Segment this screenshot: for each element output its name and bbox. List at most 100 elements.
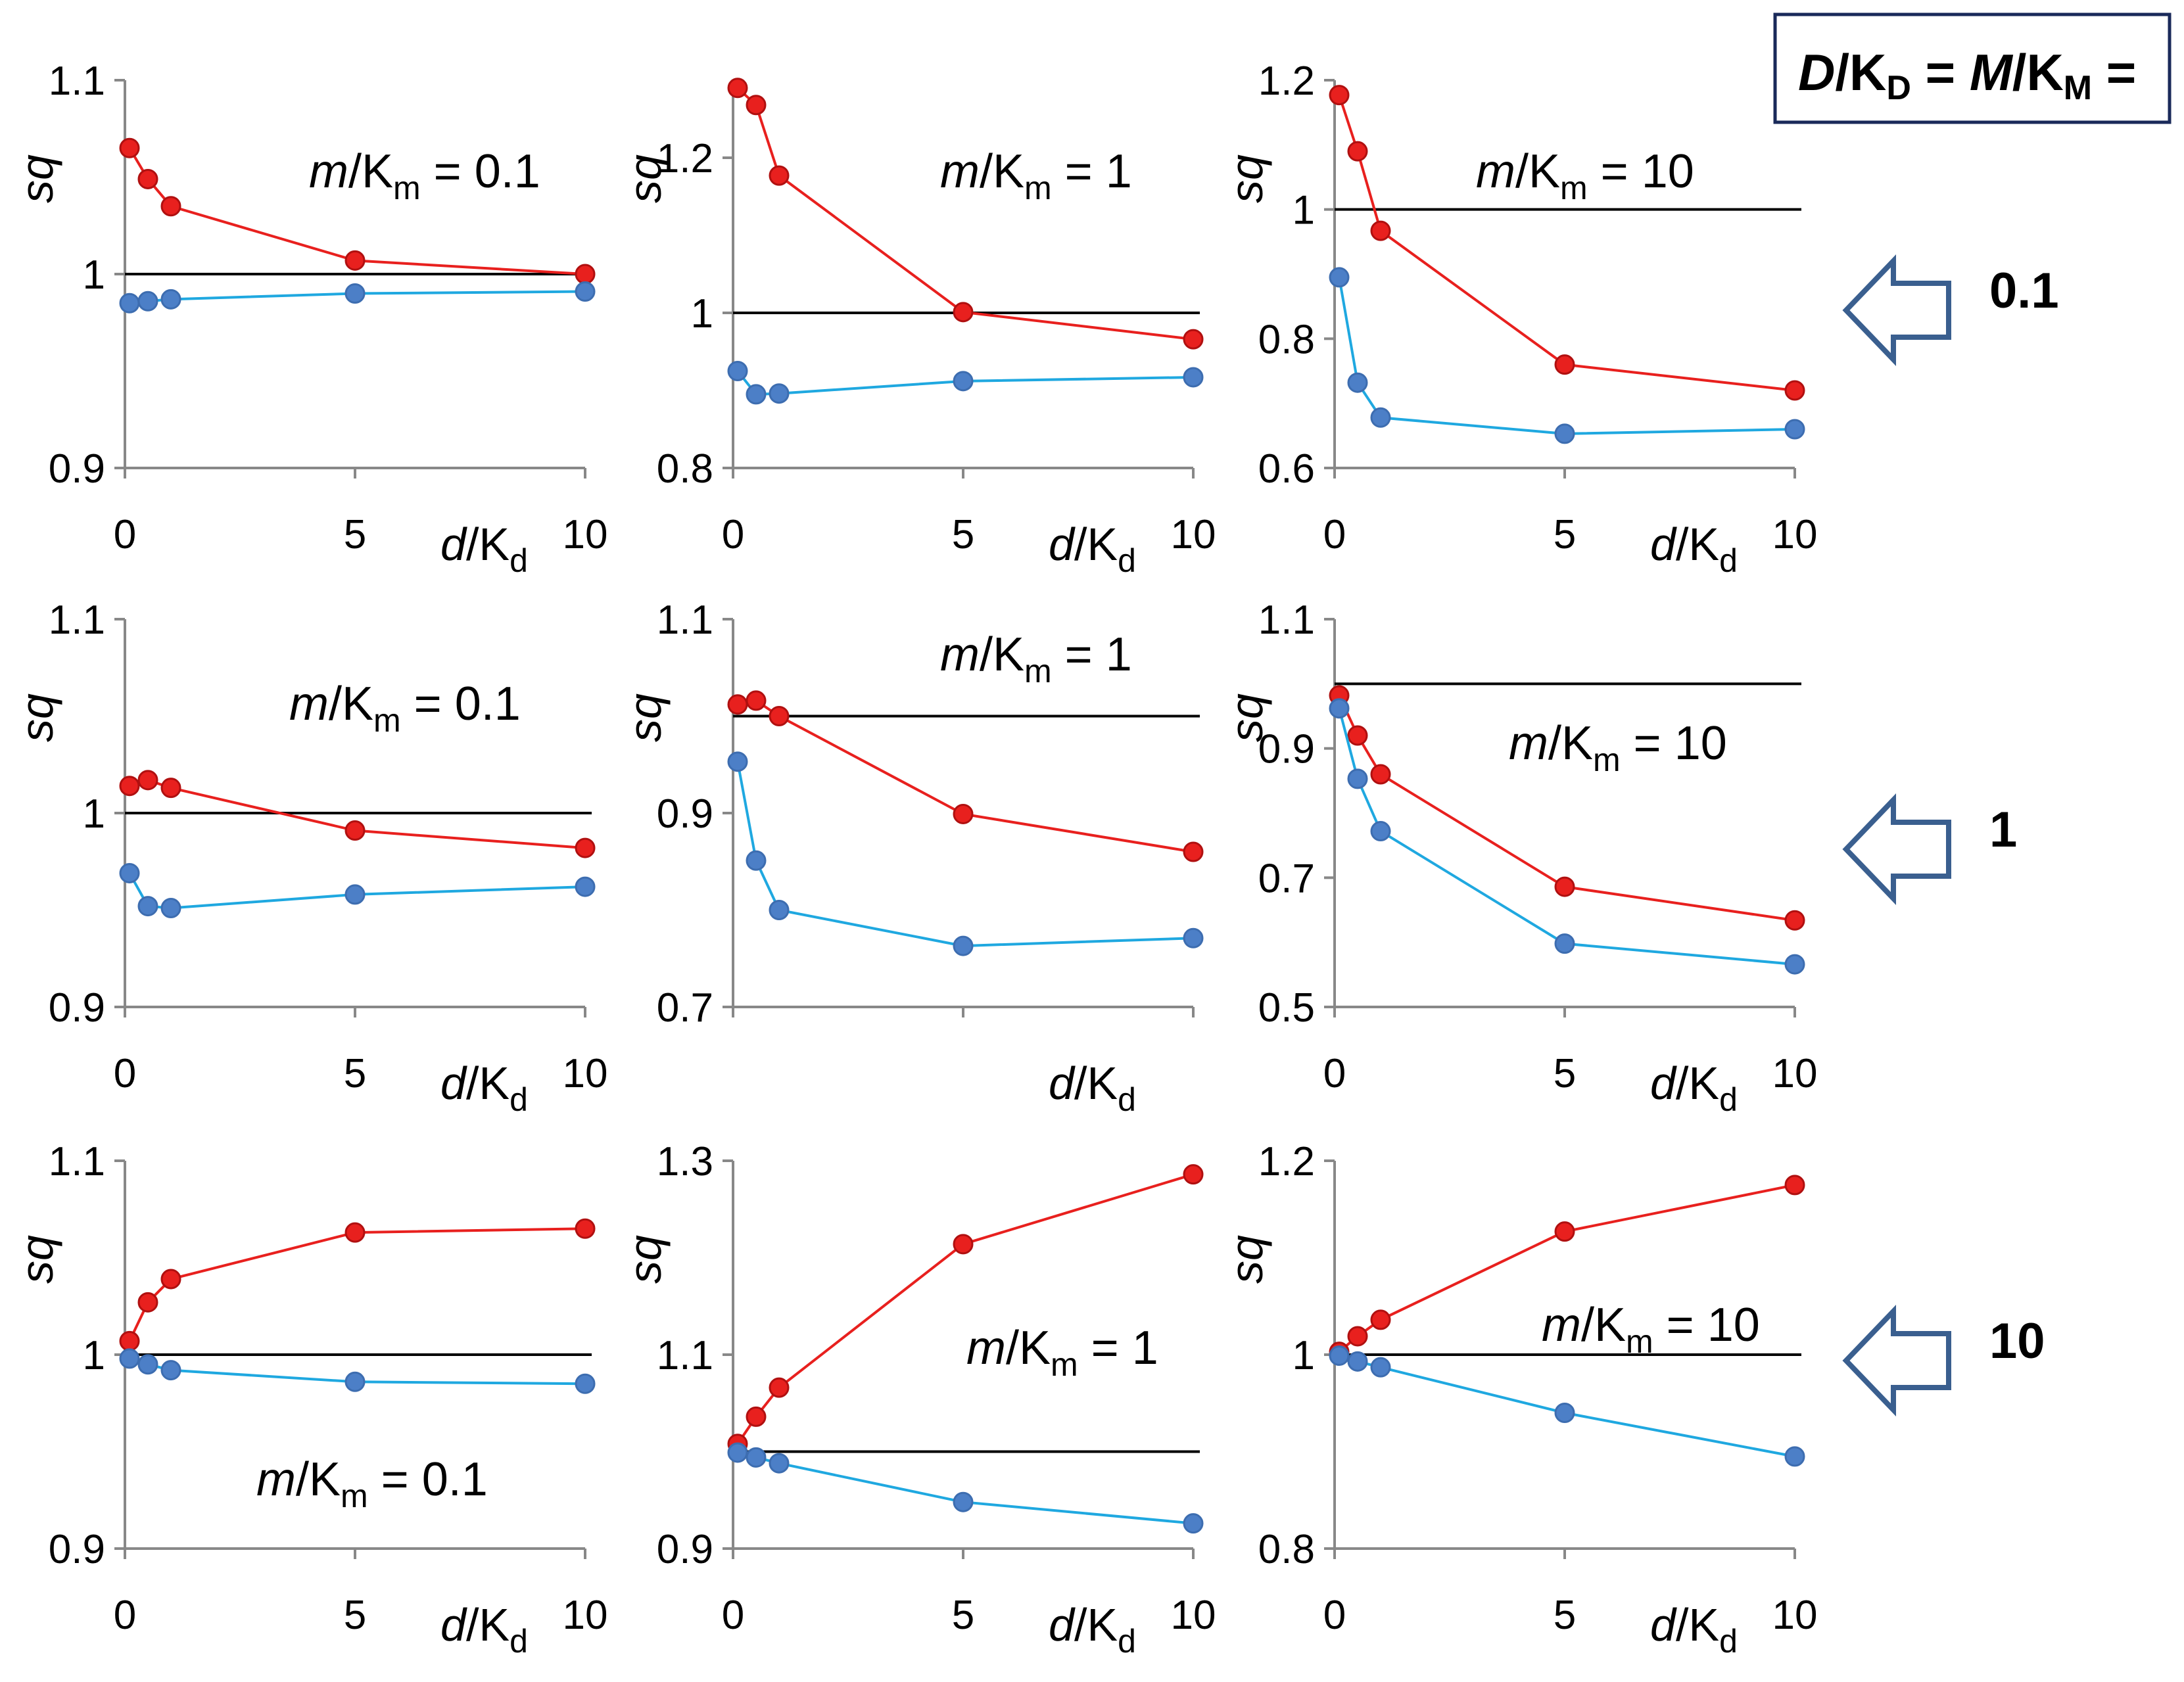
- panel-annotation: m/Km = 10: [1509, 717, 1727, 778]
- panel-annotation: m/Km = 0.1: [289, 678, 521, 739]
- point-blue: [119, 292, 140, 314]
- y-axis-label: sq: [11, 1235, 62, 1284]
- point-blue: [160, 289, 181, 310]
- x-tick-label: 0: [1323, 1593, 1346, 1638]
- point-blue: [1370, 1357, 1391, 1378]
- row-label-1: 1: [1989, 802, 2017, 858]
- point-blue: [1554, 933, 1575, 954]
- point-blue: [1329, 698, 1350, 719]
- point-blue: [727, 751, 748, 772]
- point-blue: [769, 383, 790, 404]
- left-arrow-icon: [1842, 254, 1951, 366]
- legend-sub-1: D: [1886, 69, 1911, 107]
- y-tick-label: 1.1: [657, 597, 713, 643]
- panel-annotation: m/Km = 1: [940, 628, 1132, 689]
- panel-r1-c0: 0.9 1 1.1 0 5 10 sq d/Kd m/Km = 0.1: [11, 597, 607, 1118]
- point-blue: [1183, 1513, 1204, 1534]
- point-red: [953, 803, 974, 824]
- point-red: [1183, 329, 1204, 350]
- row-indicator-1: 1: [1842, 793, 2017, 905]
- y-tick-label: 0.9: [1258, 727, 1315, 772]
- point-blue: [344, 283, 366, 304]
- point-red: [1554, 354, 1575, 375]
- point-red: [1329, 85, 1350, 106]
- point-red: [1183, 841, 1204, 862]
- y-tick-label: 1.2: [1258, 58, 1315, 104]
- point-red: [769, 165, 790, 186]
- x-axis-label: d/Kd: [440, 1058, 528, 1118]
- y-axis-label: sq: [1221, 693, 1272, 742]
- x-tick-label: 5: [1554, 512, 1576, 557]
- x-tick-label: 5: [344, 512, 366, 557]
- point-red: [746, 690, 767, 711]
- panel-r1-c2: 0.5 0.7 0.9 1.1 0 5 10 sq d/Kd m/Km = 10: [1221, 597, 1817, 1118]
- y-tick-label: 0.9: [657, 791, 713, 837]
- point-red: [1784, 380, 1805, 401]
- point-red: [160, 1269, 181, 1290]
- point-blue: [1784, 419, 1805, 440]
- y-tick-label: 1: [83, 791, 105, 837]
- point-red: [953, 1234, 974, 1255]
- x-tick-label: 5: [1554, 1051, 1576, 1096]
- point-red: [344, 820, 366, 841]
- point-red: [575, 1218, 596, 1239]
- point-blue: [1347, 372, 1368, 393]
- point-blue: [1329, 1345, 1350, 1366]
- point-red: [575, 264, 596, 285]
- y-tick-label: 1.1: [49, 597, 105, 643]
- point-blue: [160, 898, 181, 919]
- y-axis-label: sq: [619, 154, 671, 203]
- x-tick-label: 0: [114, 512, 136, 557]
- series-line-red: [737, 699, 1194, 853]
- left-arrow-icon: [1842, 793, 1951, 905]
- x-tick-label: 10: [1171, 512, 1216, 557]
- x-axis-label: d/Kd: [1049, 1058, 1136, 1118]
- series-line-red: [736, 1173, 1194, 1445]
- x-tick-label: 0: [114, 1593, 136, 1638]
- y-tick-label: 0.8: [1258, 1527, 1315, 1572]
- point-blue: [953, 1491, 974, 1512]
- y-axis-label: sq: [11, 693, 62, 742]
- point-blue: [769, 900, 790, 920]
- point-red: [160, 778, 181, 799]
- point-red: [119, 1330, 140, 1351]
- panel-r2-c0: 0.9 1 1.1 0 5 10 sq d/Kd m/Km = 0.1: [11, 1139, 607, 1660]
- panel-annotation: m/Km = 1: [966, 1322, 1158, 1383]
- point-red: [1784, 1175, 1805, 1196]
- row-indicator-2: 10: [1842, 1305, 2045, 1416]
- x-axis-label: d/Kd: [1650, 1599, 1738, 1660]
- panel-annotation: m/Km = 10: [1476, 145, 1694, 206]
- point-blue: [746, 384, 767, 405]
- legend-box: D/KD = M/KM =: [1773, 12, 2172, 124]
- point-red: [344, 1222, 366, 1243]
- panel-r1-c1: 0.7 0.9 1.1 sq d/Kd m/Km = 1: [619, 597, 1204, 1118]
- series-line-red: [128, 1227, 586, 1342]
- y-tick-label: 1.1: [49, 1139, 105, 1184]
- point-blue: [1347, 1351, 1368, 1372]
- x-tick-label: 5: [344, 1593, 366, 1638]
- legend-sep-2: /K: [2012, 43, 2064, 101]
- point-blue: [575, 876, 596, 897]
- point-blue: [746, 1447, 767, 1468]
- point-blue: [727, 1442, 748, 1463]
- y-tick-label: 1: [83, 252, 105, 298]
- point-blue: [1370, 821, 1391, 842]
- x-tick-label: 5: [1554, 1593, 1576, 1638]
- point-red: [1784, 910, 1805, 931]
- x-tick-label: 0: [1323, 1051, 1346, 1096]
- x-axis-label: d/Kd: [1049, 519, 1136, 579]
- point-blue: [727, 361, 748, 381]
- y-tick-label: 0.8: [1258, 317, 1315, 362]
- point-blue: [1347, 768, 1368, 789]
- legend-m: M: [1970, 43, 2014, 101]
- point-blue: [137, 1354, 158, 1375]
- point-blue: [746, 850, 767, 871]
- panel-r2-c2: 0.8 1 1.2 0 5 10 sq d/Kd m/Km = 10: [1221, 1139, 1817, 1660]
- panel-annotation: m/Km = 0.1: [309, 145, 540, 206]
- y-tick-label: 1.1: [657, 1333, 713, 1378]
- point-blue: [160, 1360, 181, 1381]
- point-red: [119, 776, 140, 797]
- series-line-blue: [737, 1451, 1194, 1525]
- legend-eq-2: =: [2092, 43, 2136, 101]
